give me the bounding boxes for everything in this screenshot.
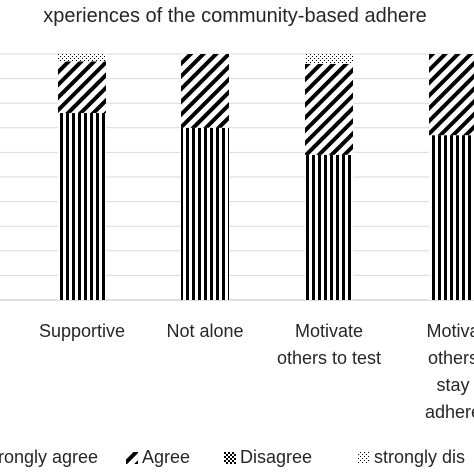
- category-label-cat3: Motivate: [295, 321, 363, 341]
- bar-cat4-rongly-agree: [429, 135, 474, 300]
- legend-swatch-strongly-dis: [358, 452, 370, 464]
- chart-title: xperiences of the community-based adhere: [43, 5, 427, 27]
- bar-cat3-strongly-dis: [305, 54, 353, 64]
- category-label-cat4: stay: [436, 375, 469, 395]
- bar-cat2-agree: [181, 54, 229, 128]
- category-label-cat3: others to test: [277, 348, 381, 368]
- bar-cat4-agree: [429, 54, 474, 136]
- bar-cat3-agree: [305, 63, 353, 155]
- bar-cat1-rongly-agree: [58, 113, 106, 300]
- bar-cat1-agree: [58, 61, 106, 114]
- legend-swatch-disagree: [224, 452, 236, 464]
- bars: [58, 54, 474, 300]
- legend-label-rongly-agree: rongly agree: [0, 447, 98, 467]
- bar-cat1-strongly-dis: [58, 54, 106, 62]
- category-label-cat1: Supportive: [39, 321, 125, 341]
- bar-cat3-rongly-agree: [305, 154, 353, 300]
- category-label-cat4: Motiva: [426, 321, 474, 341]
- bar-cat2-rongly-agree: [181, 127, 229, 300]
- legend-label-agree: Agree: [142, 447, 190, 467]
- category-label-cat4: others: [428, 348, 474, 368]
- legend-label-strongly-dis: strongly dis: [374, 447, 465, 467]
- category-label-cat2: Not alone: [166, 321, 243, 341]
- legend: rongly agree Agree Disagree strongly dis: [0, 447, 465, 467]
- legend-label-disagree: Disagree: [240, 447, 312, 467]
- legend-swatch-agree: [126, 452, 138, 464]
- category-label-cat4: adhere: [425, 402, 474, 422]
